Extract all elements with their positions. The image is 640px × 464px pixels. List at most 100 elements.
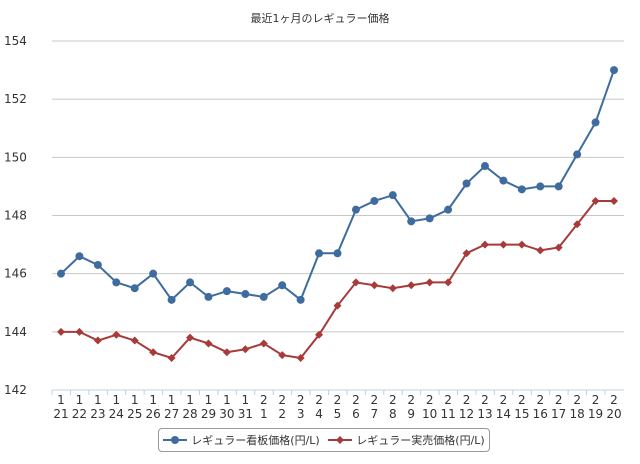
data-point — [75, 327, 84, 336]
x-tick-label-day: 11 — [440, 407, 455, 421]
data-point — [315, 330, 324, 339]
x-tick-label-month: 2 — [444, 393, 452, 407]
x-tick-label-month: 2 — [500, 393, 508, 407]
x-tick-label-day: 25 — [127, 407, 142, 421]
x-tick-label-day: 6 — [352, 407, 360, 421]
diamond-marker-icon — [328, 435, 353, 445]
legend-label: レギュラー実売価格(円/L) — [356, 434, 485, 447]
data-point — [499, 240, 508, 249]
x-tick-label-month: 2 — [463, 393, 471, 407]
x-tick-label-day: 1 — [260, 407, 268, 421]
legend-item-signboard-price[interactable]: レギュラー看板価格(円/L) — [163, 432, 320, 448]
data-point — [425, 214, 434, 223]
data-point — [462, 179, 471, 188]
data-point — [222, 348, 231, 357]
data-point — [259, 339, 268, 348]
legend-label: レギュラー看板価格(円/L) — [191, 434, 320, 447]
data-point — [370, 281, 379, 290]
data-point — [149, 269, 158, 278]
x-tick-label-day: 29 — [201, 407, 216, 421]
x-tick-label-day: 4 — [315, 407, 323, 421]
data-point — [388, 284, 397, 293]
series-line — [60, 69, 615, 302]
circle-marker-icon — [163, 435, 188, 445]
x-tick-label-day: 28 — [182, 407, 197, 421]
x-tick-label-month: 1 — [131, 393, 139, 407]
x-tick-label-month: 2 — [573, 393, 581, 407]
data-point — [278, 351, 287, 360]
data-point — [222, 287, 231, 296]
x-tick-label-day: 2 — [278, 407, 286, 421]
data-point — [462, 249, 471, 258]
data-point — [610, 66, 618, 75]
data-point — [444, 205, 453, 214]
y-tick-label: 148 — [4, 209, 27, 223]
x-tick-label-day: 10 — [422, 407, 437, 421]
data-point — [315, 249, 324, 258]
y-tick-label: 146 — [4, 267, 27, 281]
data-point — [554, 182, 563, 191]
y-tick-label: 154 — [4, 34, 27, 48]
x-tick-label-day: 9 — [407, 407, 415, 421]
data-point — [278, 281, 287, 290]
legend: レギュラー看板価格(円/L) レギュラー実売価格(円/L) — [158, 428, 490, 452]
x-tick-label-day: 16 — [533, 407, 548, 421]
x-tick-label-day: 21 — [53, 407, 68, 421]
data-point — [333, 249, 342, 258]
x-tick-label-month: 1 — [223, 393, 231, 407]
x-tick-label-month: 2 — [334, 393, 342, 407]
data-point — [333, 301, 342, 310]
x-tick-label-day: 13 — [477, 407, 492, 421]
data-point — [296, 354, 305, 363]
x-tick-label-day: 3 — [297, 407, 305, 421]
legend-item-actual-price[interactable]: レギュラー実売価格(円/L) — [328, 432, 485, 448]
x-tick-label-month: 2 — [352, 393, 360, 407]
data-point — [112, 278, 121, 287]
x-tick-label-month: 2 — [297, 393, 305, 407]
data-point — [167, 295, 176, 304]
series-line — [61, 199, 614, 360]
y-tick-label: 142 — [4, 383, 27, 397]
data-point — [407, 217, 416, 226]
data-point — [241, 290, 250, 299]
x-tick-label-day: 24 — [109, 407, 124, 421]
x-tick-label-day: 20 — [606, 407, 621, 421]
x-tick-label-day: 27 — [164, 407, 179, 421]
x-tick-label-month: 2 — [315, 393, 323, 407]
data-point — [480, 240, 489, 249]
x-tick-label-day: 12 — [459, 407, 474, 421]
data-point — [167, 354, 176, 363]
data-point — [591, 118, 600, 127]
data-point — [591, 196, 600, 205]
x-tick-label-day: 17 — [551, 407, 566, 421]
data-point — [517, 185, 526, 194]
data-point — [499, 176, 508, 185]
x-tick-label-month: 2 — [610, 393, 618, 407]
x-tick-label-month: 2 — [371, 393, 379, 407]
data-point — [388, 191, 397, 200]
data-point — [536, 246, 545, 255]
data-point — [573, 150, 582, 159]
x-tick-label-day: 19 — [588, 407, 603, 421]
data-point — [480, 162, 489, 171]
data-point — [296, 295, 305, 304]
x-tick-label-month: 2 — [407, 393, 415, 407]
data-point — [259, 292, 268, 301]
data-point — [407, 281, 416, 290]
x-tick-label-day: 8 — [389, 407, 397, 421]
data-point — [93, 260, 102, 269]
data-point — [204, 339, 213, 348]
x-tick-label-day: 7 — [371, 407, 379, 421]
data-point — [425, 278, 434, 287]
x-tick-label-day: 23 — [90, 407, 105, 421]
data-point — [610, 196, 618, 205]
data-point — [554, 243, 563, 252]
x-tick-label-month: 2 — [389, 393, 397, 407]
y-tick-label: 144 — [4, 325, 27, 339]
data-point — [130, 284, 139, 293]
data-point — [186, 278, 195, 287]
data-point — [93, 336, 102, 345]
x-tick-label-day: 14 — [496, 407, 511, 421]
data-point — [130, 336, 139, 345]
